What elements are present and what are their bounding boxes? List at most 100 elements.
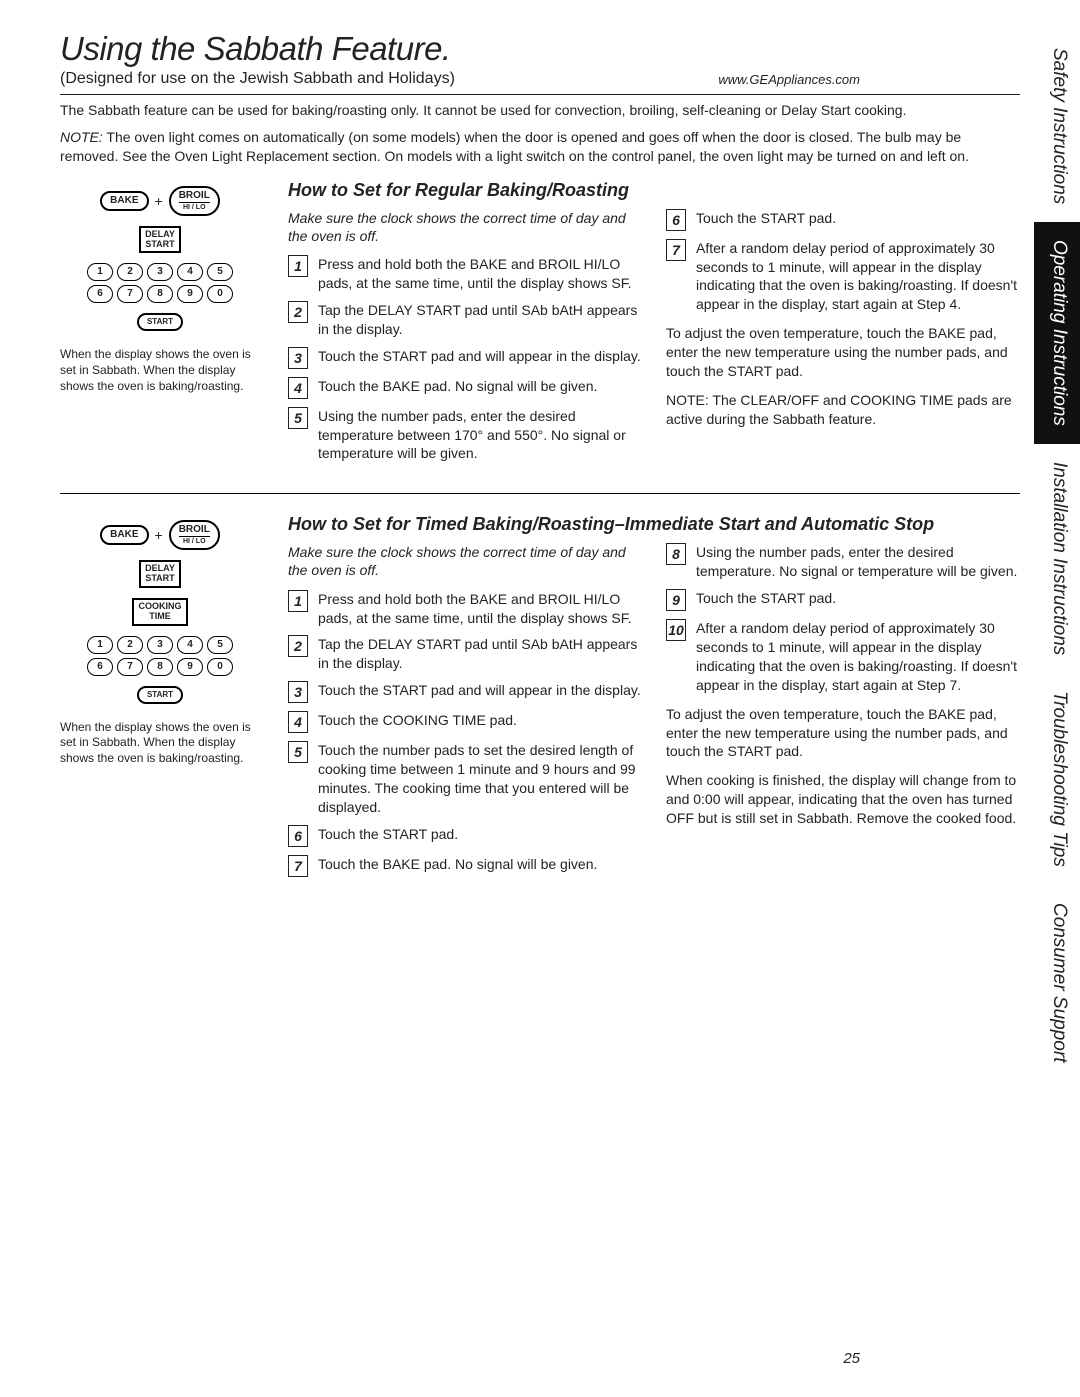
plus-icon: + <box>155 193 163 209</box>
section-b-para2: When cooking is finished, the display wi… <box>666 771 1020 828</box>
step-a3-text: Touch the START pad and will appear in t… <box>318 347 642 369</box>
stepnum-icon: 5 <box>288 407 308 429</box>
step-b3: 3 Touch the START pad and will appear in … <box>288 681 642 703</box>
step-b1-text: Press and hold both the BAKE and BROIL H… <box>318 590 642 628</box>
broil-sub-label: HI / LO <box>179 202 210 211</box>
stepnum-icon: 3 <box>288 347 308 369</box>
intro-p2: NOTE: The oven light comes on automatica… <box>60 128 1020 166</box>
delay-start-pad-icon: DELAY START <box>139 226 181 254</box>
bake-pad-icon: BAKE <box>100 191 148 211</box>
num-7: 7 <box>117 285 143 303</box>
stepnum-icon: 2 <box>288 635 308 657</box>
delay-start-pad-icon: DELAY START <box>139 560 181 588</box>
stepnum-icon: 7 <box>666 239 686 261</box>
num-4: 4 <box>177 263 203 281</box>
num-5: 5 <box>207 263 233 281</box>
num-6: 6 <box>87 285 113 303</box>
num-8: 8 <box>147 285 173 303</box>
step-a5-text: Using the number pads, enter the desired… <box>318 407 642 464</box>
step-a7: 7After a random delay period of approxim… <box>666 239 1020 315</box>
num-0: 0 <box>207 658 233 676</box>
stepnum-icon: 6 <box>288 825 308 847</box>
num-2: 2 <box>117 263 143 281</box>
step-b8-text: Using the number pads, enter the desired… <box>696 543 1020 581</box>
rule-top <box>60 94 1020 95</box>
step-b8: 8 Using the number pads, enter the desire… <box>666 543 1020 581</box>
cooking-time-pad-icon: COOKING TIME <box>132 598 187 626</box>
intro-block: The Sabbath feature can be used for baki… <box>60 101 1020 166</box>
step-b3-text: Touch the START pad and will appear in t… <box>318 681 642 703</box>
section-separator <box>60 493 1020 494</box>
control-panel-illustration: BAKE + BROIL HI / LO DELAY START COOKING… <box>60 514 260 710</box>
control-panel-illustration: BAKE + BROIL HI / LO DELAY START 1 2 3 <box>60 180 260 338</box>
num-6: 6 <box>87 658 113 676</box>
keypad-icon: 1 2 3 4 5 6 7 8 9 0 <box>87 263 233 303</box>
tab-installation: Installation Instructions <box>1034 444 1080 673</box>
num-1: 1 <box>87 636 113 654</box>
tab-troubleshooting: Troubleshooting Tips <box>1034 673 1080 885</box>
intro-p2-text: The oven light comes on automatically (o… <box>60 129 969 164</box>
step-a1-text: Press and hold both the BAKE and BROIL H… <box>318 255 642 293</box>
stepnum-icon: 2 <box>288 301 308 323</box>
step-a6-text: Touch the START pad. <box>696 209 1020 231</box>
section-b: BAKE + BROIL HI / LO DELAY START COOKING… <box>60 514 1020 885</box>
panel-caption-b: When the display shows the oven is set i… <box>60 720 260 767</box>
num-0: 0 <box>207 285 233 303</box>
section-a-para1: To adjust the oven temperature, touch th… <box>666 324 1020 381</box>
stepnum-icon: 10 <box>666 619 686 641</box>
delay-l1: DELAY <box>145 229 175 239</box>
step-a2-text: Tap the DELAY START pad until SAb bAtH a… <box>318 301 642 339</box>
num-7: 7 <box>117 658 143 676</box>
delay-l1: DELAY <box>145 563 175 573</box>
step-b9-text: Touch the START pad. <box>696 589 1020 611</box>
section-a-lead: Make sure the clock shows the correct ti… <box>288 209 642 245</box>
delay-l2: START <box>145 239 174 249</box>
stepnum-icon: 7 <box>288 855 308 877</box>
stepnum-icon: 8 <box>666 543 686 565</box>
num-4: 4 <box>177 636 203 654</box>
stepnum-icon: 6 <box>666 209 686 231</box>
section-b-lead: Make sure the clock shows the correct ti… <box>288 543 642 579</box>
tab-consumer: Consumer Support <box>1034 885 1080 1080</box>
stepnum-icon: 4 <box>288 711 308 733</box>
num-3: 3 <box>147 263 173 281</box>
step-a2: 2 Tap the DELAY START pad until SAb bAtH … <box>288 301 642 339</box>
page-number: 25 <box>843 1350 860 1367</box>
panel-a: BAKE + BROIL HI / LO DELAY START 1 2 3 <box>60 180 260 472</box>
page-title: Using the Sabbath Feature. <box>60 30 1020 68</box>
start-pad-icon: START <box>137 686 183 704</box>
delay-l2: START <box>145 573 174 583</box>
num-2: 2 <box>117 636 143 654</box>
stepnum-icon: 3 <box>288 681 308 703</box>
step-b6: 6Touch the START pad. <box>288 825 642 847</box>
step-b10-text: After a random delay period of approxima… <box>696 619 1020 695</box>
num-9: 9 <box>177 285 203 303</box>
step-b2: 2Tap the DELAY START pad until SAb bAtH … <box>288 635 642 673</box>
bake-pad-icon: BAKE <box>100 525 148 545</box>
broil-pad-icon: BROIL HI / LO <box>169 520 220 550</box>
page-subtitle: (Designed for use on the Jewish Sabbath … <box>60 70 1020 88</box>
note-label: NOTE: <box>60 129 103 145</box>
step-a6: 6 Touch the START pad. <box>666 209 1020 231</box>
plus-icon: + <box>155 527 163 543</box>
tab-safety: Safety Instructions <box>1034 30 1080 222</box>
step-a5: 5 Using the number pads, enter the desire… <box>288 407 642 464</box>
side-tabs: Safety Instructions Operating Instructio… <box>1034 30 1080 1081</box>
step-b7: 7 Touch the BAKE pad. No signal will be g… <box>288 855 642 877</box>
step-b7-text: Touch the BAKE pad. No signal will be gi… <box>318 855 642 877</box>
stepnum-icon: 1 <box>288 590 308 612</box>
page: Safety Instructions Operating Instructio… <box>0 0 1080 1397</box>
intro-p1: The Sabbath feature can be used for baki… <box>60 101 1020 120</box>
cook-l2: TIME <box>149 611 171 621</box>
num-3: 3 <box>147 636 173 654</box>
step-b5: 5Touch the number pads to set the desire… <box>288 741 642 817</box>
stepnum-icon: 9 <box>666 589 686 611</box>
panel-b: BAKE + BROIL HI / LO DELAY START COOKING… <box>60 514 260 885</box>
step-b9: 9 Touch the START pad. <box>666 589 1020 611</box>
broil-pad-icon: BROIL HI / LO <box>169 186 220 216</box>
section-a: BAKE + BROIL HI / LO DELAY START 1 2 3 <box>60 180 1020 472</box>
step-b10: 10 After a random delay period of approxi… <box>666 619 1020 695</box>
panel-caption-a: When the display shows the oven is set i… <box>60 347 260 394</box>
section-a-head: How to Set for Regular Baking/Roasting <box>288 180 1020 201</box>
step-b4: 4Touch the COOKING TIME pad. <box>288 711 642 733</box>
